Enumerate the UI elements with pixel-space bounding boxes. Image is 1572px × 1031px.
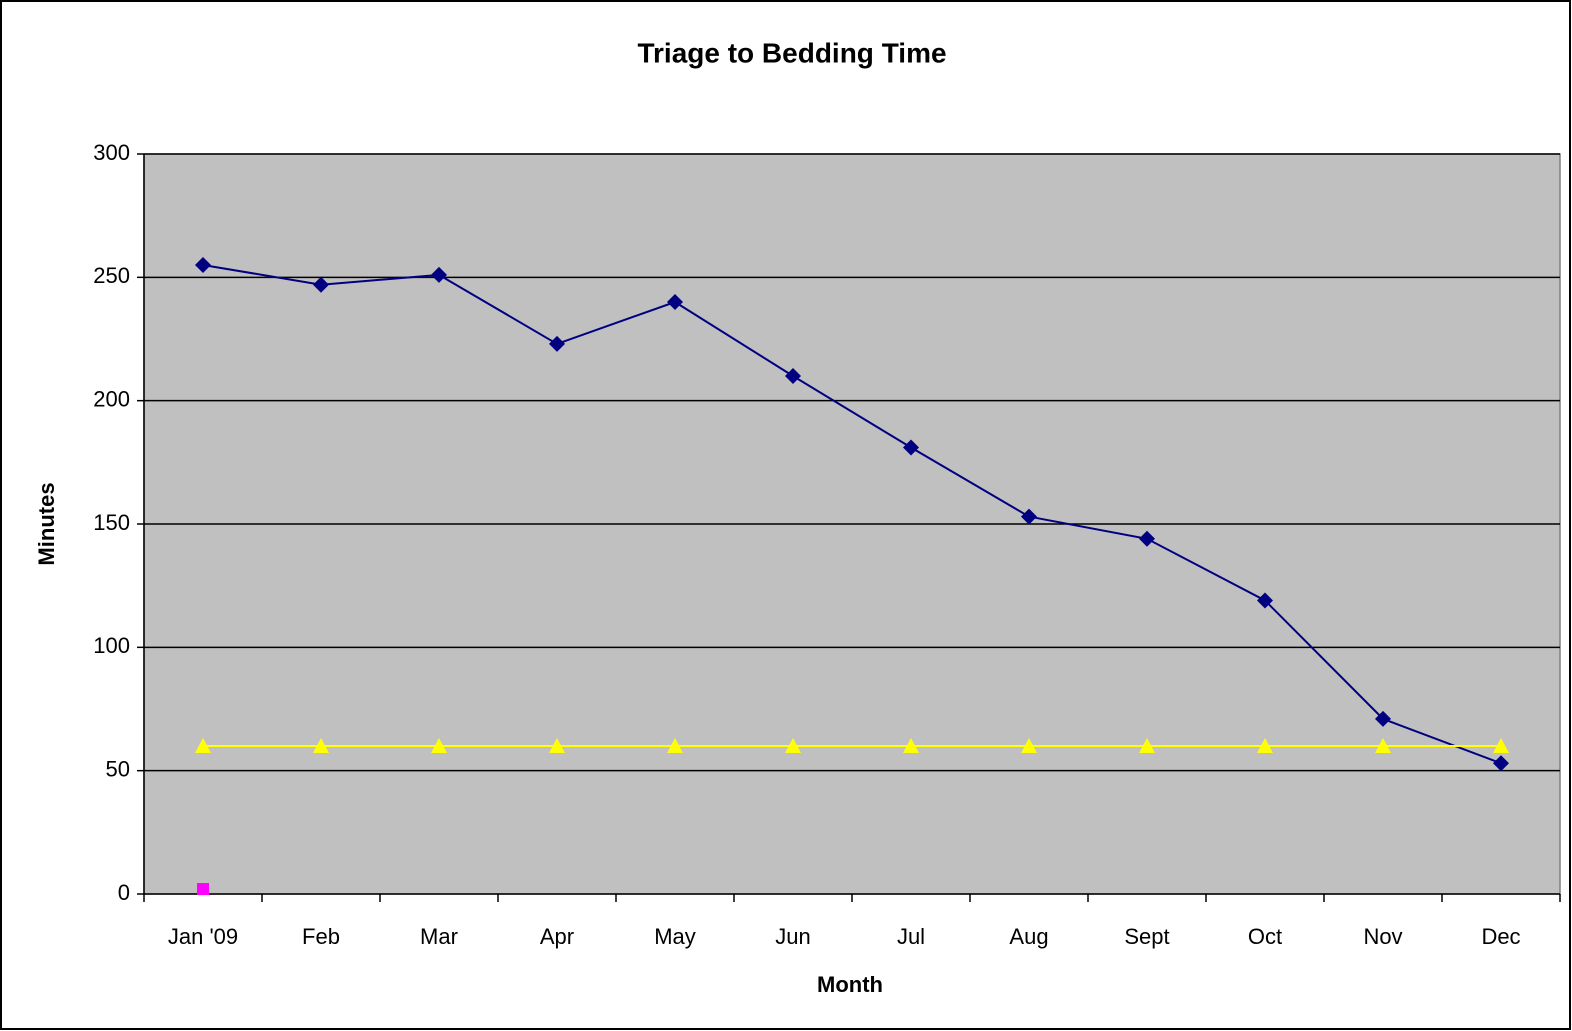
x-tick-label: Jan '09 (168, 924, 238, 949)
point (1021, 508, 1037, 525)
point (1375, 710, 1391, 727)
y-tick-label: 200 (93, 386, 130, 411)
x-tick-label: Jun (775, 924, 810, 949)
point (1257, 592, 1273, 609)
point (903, 738, 919, 753)
y-tick-label: 300 (93, 140, 130, 165)
point (549, 738, 565, 753)
point (313, 276, 329, 293)
point (1493, 755, 1509, 772)
x-tick-label: May (654, 924, 696, 949)
point (195, 257, 211, 273)
point (785, 738, 801, 753)
x-tick-label: Aug (1009, 924, 1048, 949)
y-tick-label: 100 (93, 633, 130, 658)
point (667, 294, 683, 310)
y-tick-label: 50 (106, 756, 130, 781)
x-tick-label: Sept (1124, 924, 1169, 949)
point (1021, 738, 1037, 753)
x-tick-label: Jul (897, 924, 925, 949)
point (431, 266, 447, 283)
point (1139, 530, 1155, 547)
point (1375, 738, 1391, 753)
point (313, 738, 329, 753)
point (1493, 738, 1509, 753)
series-line (202, 264, 1502, 765)
x-tick-label: Mar (420, 924, 458, 949)
x-tick-label: Feb (302, 924, 340, 949)
point (1257, 738, 1273, 753)
chart-title: Triage to Bedding Time (637, 37, 946, 68)
y-axis-label: Minutes (34, 482, 59, 565)
y-tick-label: 250 (93, 263, 130, 288)
y-tick-label: 0 (118, 880, 130, 905)
point (785, 368, 801, 384)
point (431, 738, 447, 753)
x-tick-label: Nov (1363, 924, 1402, 949)
point (667, 738, 683, 753)
x-tick-label: Apr (540, 924, 574, 949)
point (195, 738, 211, 753)
point (1139, 738, 1155, 753)
point (549, 335, 565, 352)
y-tick-label: 150 (93, 510, 130, 535)
x-axis-label: Month (817, 972, 883, 997)
point (903, 439, 919, 456)
point (197, 883, 209, 896)
x-tick-label: Oct (1248, 924, 1282, 949)
x-tick-label: Dec (1481, 924, 1520, 949)
